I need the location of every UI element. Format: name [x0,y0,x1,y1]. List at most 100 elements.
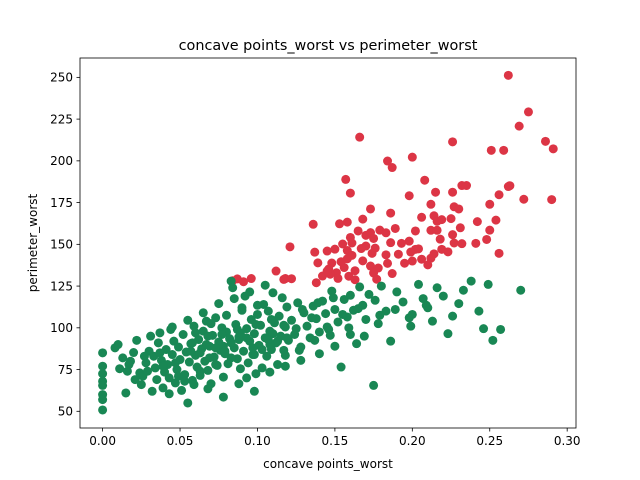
data-point [420,175,430,185]
data-point [426,199,436,209]
data-point [279,274,289,284]
data-point [314,349,324,359]
data-point [448,230,458,240]
data-point [548,144,558,154]
data-point [98,361,108,371]
data-point [274,311,284,321]
data-point [170,358,180,368]
data-point [310,335,320,345]
data-point [217,330,227,339]
data-point [311,278,321,288]
data-point [355,132,365,142]
data-point [446,214,456,224]
data-point [195,366,205,376]
data-point [183,315,193,325]
data-point [237,305,247,315]
data-point [262,351,272,361]
data-point [310,247,320,257]
data-point [313,298,323,308]
data-point [494,248,504,258]
data-point [152,375,162,385]
data-point [322,246,332,256]
data-point [448,137,458,147]
data-point [178,330,188,339]
x-tick-label: 0.15 [322,434,349,448]
data-point [427,316,437,326]
data-point [330,341,340,351]
data-point [98,405,108,415]
y-tick-label: 75 [58,363,73,377]
data-point [191,328,201,338]
data-point [381,250,391,260]
data-point [218,392,228,402]
data-point [143,366,153,376]
data-point [302,321,312,331]
data-point [98,380,108,390]
data-point [229,294,239,304]
data-point [358,256,368,266]
data-point [115,364,125,374]
data-point [150,363,160,373]
data-point [455,223,465,233]
data-point [280,350,290,360]
y-tick-label: 200 [50,154,73,168]
data-point [376,281,386,291]
data-point [386,208,396,218]
data-point [369,380,379,390]
data-point [226,338,236,348]
data-point [164,373,174,383]
data-point [350,266,360,276]
data-point [356,244,366,254]
data-point [287,274,297,284]
data-point [381,228,391,238]
data-point [221,310,231,320]
data-point [130,375,140,385]
data-point [390,223,400,233]
y-tick-label: 100 [50,321,73,335]
x-tick-label: 0.00 [89,434,116,448]
data-point [372,274,382,284]
data-point [355,282,365,292]
data-point [242,333,252,343]
x-tick-label: 0.20 [399,434,426,448]
data-point [189,380,199,390]
x-tick-label: 0.25 [476,434,503,448]
data-point [287,315,297,325]
y-tick-label: 250 [50,71,73,85]
x-axis-title: concave points_worst [263,457,393,471]
data-point [443,329,453,339]
data-point [203,331,213,341]
data-point [392,287,402,297]
data-point [246,274,256,284]
data-point [279,320,289,330]
data-point [321,309,331,319]
y-tick-label: 125 [50,279,73,293]
data-point [426,225,436,235]
data-point [118,353,128,363]
data-point [242,373,252,383]
data-point [335,219,345,229]
data-point [167,350,177,360]
data-point [383,156,393,166]
data-point [195,348,205,358]
data-point [234,379,244,389]
plot-frame [79,57,577,429]
data-point [448,187,458,197]
data-point [347,238,357,248]
data-point [404,191,414,201]
data-point [386,238,396,248]
data-point [220,346,230,356]
data-point [514,121,524,131]
data-point [406,247,416,257]
data-point [448,311,458,321]
data-point [257,345,267,355]
data-point [435,234,445,244]
data-point [173,342,183,352]
data-point [373,319,383,329]
data-point [98,369,108,379]
y-axis: 50 75 100 125 150 175 200 225 250 [50,71,80,419]
data-point [228,283,238,293]
data-point [393,249,403,259]
data-point [201,340,211,350]
